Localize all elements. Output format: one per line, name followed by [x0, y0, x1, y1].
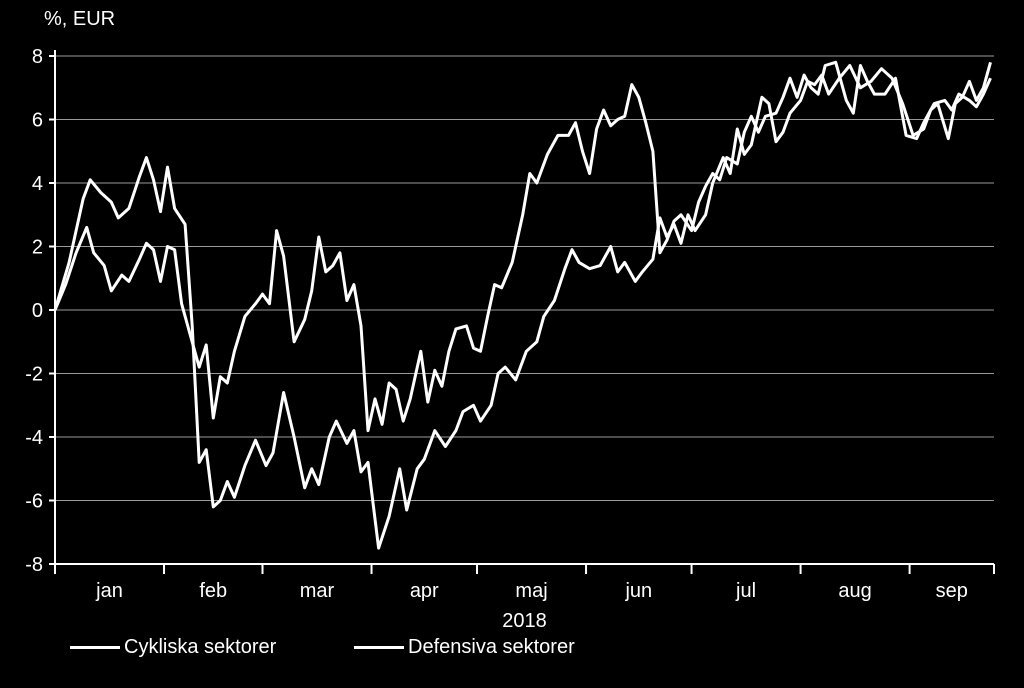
gridlines: [55, 55, 994, 501]
legend-item-defensiva: Defensiva sektorer: [354, 636, 575, 659]
y-tick-label: 8: [32, 46, 43, 68]
x-tick-label: apr: [410, 580, 439, 602]
legend-label-defensiva: Defensiva sektorer: [408, 636, 575, 658]
y-tick-label: -4: [25, 427, 43, 449]
x-tick-label: sep: [936, 580, 968, 602]
tick-labels: -8 -6 -4 -2 0 2 4 6 8 jan feb mar apr maj jun jul aug sep…: [25, 46, 968, 632]
x-tick-label: aug: [838, 580, 871, 602]
series-line-cykliska: [53, 61, 992, 550]
series-lines: [53, 60, 992, 550]
y-tick-label: 6: [32, 110, 43, 132]
x-tick-label: maj: [515, 580, 547, 602]
x-tick-label: feb: [199, 580, 227, 602]
x-tick-label: jan: [95, 580, 123, 602]
unit-label: %, EUR: [44, 8, 116, 30]
series-line-defensiva: [53, 60, 992, 433]
x-tick-label: jul: [735, 580, 756, 602]
legend-item-cykliska: Cykliska sektorer: [70, 636, 276, 659]
y-tick-label: 2: [32, 237, 43, 259]
y-tick-label: -2: [25, 364, 43, 386]
y-tick-label: -6: [25, 491, 43, 513]
legend-swatch-cykliska: [70, 646, 120, 649]
year-label: 2018: [502, 610, 547, 632]
legend-label-cykliska: Cykliska sektorer: [124, 636, 277, 658]
x-tick-label: mar: [300, 580, 335, 602]
y-tick-label: -8: [25, 554, 43, 576]
y-tick-label: 0: [32, 300, 43, 322]
x-tick-label: jun: [624, 580, 652, 602]
y-tick-label: 4: [32, 173, 43, 195]
legend-swatch-defensiva: [354, 646, 404, 649]
